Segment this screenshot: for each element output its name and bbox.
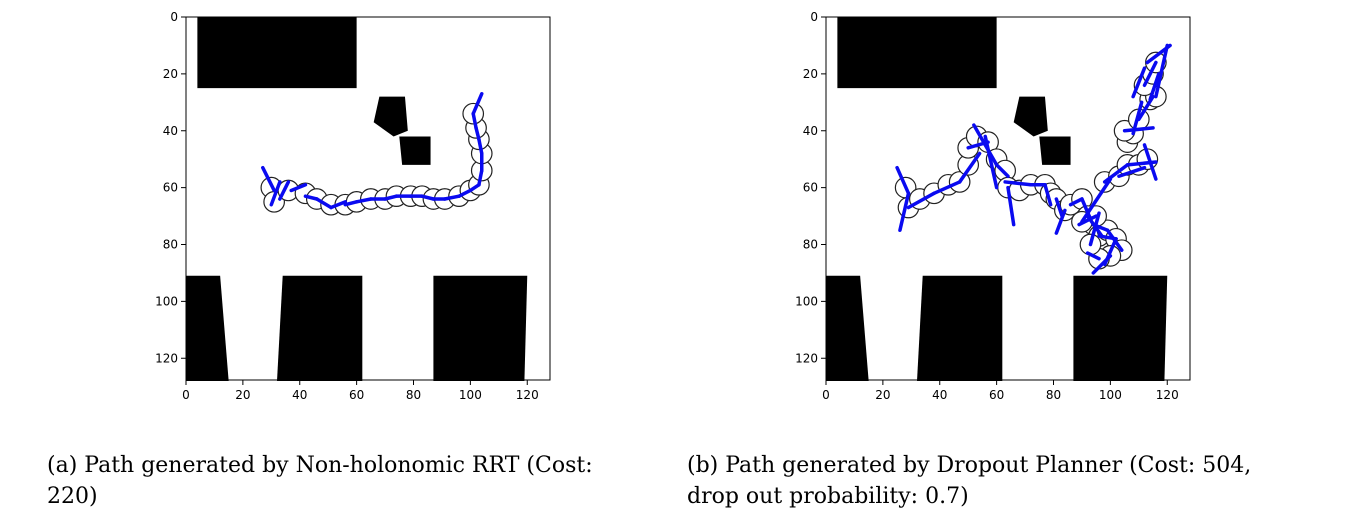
path-segment <box>972 123 999 167</box>
x-tick-label: 0 <box>182 388 190 402</box>
path-segment <box>474 126 481 142</box>
x-tick-label: 120 <box>1156 388 1179 402</box>
y-tick-label: 40 <box>803 124 818 138</box>
path-segment <box>420 194 436 201</box>
path-segment <box>354 197 373 204</box>
axis-ticks-a: 0 20 40 60 80 100 120 0 20 40 60 80 100 120 <box>155 10 539 402</box>
obstacle <box>1073 275 1168 381</box>
path-segment <box>1088 211 1101 247</box>
plot-frame-b <box>825 16 1191 381</box>
obstacle <box>433 275 528 381</box>
y-tick-label: 120 <box>155 351 178 365</box>
path-segment <box>383 194 399 201</box>
caption-b: (b) Path generated by Dropout Planner (C… <box>687 453 1252 509</box>
x-tick-label: 40 <box>292 388 307 402</box>
y-tick-label: 120 <box>795 351 818 365</box>
path-segment <box>1085 251 1101 261</box>
y-tick-label: 40 <box>163 124 178 138</box>
path-segment <box>269 180 282 207</box>
obstacle <box>197 17 357 89</box>
x-tick-label: 60 <box>349 388 364 402</box>
path-segment <box>343 200 359 207</box>
obstacles-a <box>186 17 528 381</box>
obstacle <box>186 275 229 381</box>
obstacles-b <box>826 17 1168 381</box>
path-segment <box>1006 185 1016 227</box>
plot-a: 0 20 40 60 80 100 120 0 20 40 60 80 100 120 <box>155 10 551 402</box>
path-segment <box>315 197 333 210</box>
path-segment <box>1102 163 1130 184</box>
obstacle <box>277 275 363 381</box>
path-segment <box>994 163 1010 178</box>
path-segment <box>457 188 473 198</box>
path-segment <box>1091 254 1113 275</box>
path-segment <box>329 200 347 210</box>
obstacle <box>917 275 1003 381</box>
path-segment <box>1145 43 1172 65</box>
x-tick-label: 100 <box>1099 388 1122 402</box>
obstacle <box>399 136 431 165</box>
x-tick-label: 20 <box>875 388 890 402</box>
x-tick-label: 60 <box>989 388 1004 402</box>
path-segment <box>906 191 936 210</box>
y-tick-label: 100 <box>155 294 178 308</box>
path-segment <box>983 134 999 190</box>
path-segment <box>1080 177 1113 224</box>
obstacle <box>837 17 997 89</box>
path-segment <box>471 111 478 130</box>
x-tick-label: 80 <box>1046 388 1061 402</box>
path-segment <box>1131 100 1144 136</box>
headings-a <box>261 92 484 210</box>
obstacle <box>1013 96 1048 137</box>
y-tick-label: 0 <box>810 10 818 24</box>
y-tick-label: 20 <box>803 67 818 81</box>
x-tick-label: 20 <box>235 388 250 402</box>
path-segment <box>898 191 911 233</box>
y-tick-label: 60 <box>163 181 178 195</box>
path-segment <box>1122 126 1155 133</box>
x-tick-label: 120 <box>516 388 539 402</box>
path-segment <box>1148 72 1161 102</box>
x-tick-label: 40 <box>932 388 947 402</box>
path-segment <box>1142 60 1158 87</box>
path-segment <box>1068 197 1084 207</box>
headings-b <box>895 43 1172 275</box>
path-segment <box>895 165 911 196</box>
path-segment <box>932 180 962 196</box>
y-tick-label: 80 <box>163 238 178 252</box>
path-segment <box>477 168 484 187</box>
y-tick-label: 60 <box>803 181 818 195</box>
path-segment <box>957 151 982 184</box>
y-tick-label: 0 <box>170 10 178 24</box>
path-segment <box>1131 66 1147 99</box>
path-segment <box>1154 43 1169 99</box>
x-tick-label: 100 <box>459 388 482 402</box>
path-segment <box>261 165 276 193</box>
x-tick-label: 80 <box>406 388 421 402</box>
y-tick-label: 80 <box>803 238 818 252</box>
path-segment <box>1054 208 1067 235</box>
path-segment <box>477 137 484 156</box>
path-segment <box>471 92 484 116</box>
obstacle <box>373 96 408 137</box>
path-segment <box>1117 165 1147 178</box>
plot-frame-a <box>185 16 551 381</box>
path-segment <box>278 180 291 201</box>
path-segment <box>289 183 308 193</box>
y-tick-label: 20 <box>163 67 178 81</box>
path-segment <box>1003 180 1033 187</box>
obstacle <box>1039 136 1071 165</box>
axis-ticks-b: 0 20 40 60 80 100 120 0 20 40 60 80 100 120 <box>795 10 1179 402</box>
path-segment <box>1043 183 1053 207</box>
path-segment <box>443 194 461 201</box>
x-tick-label: 0 <box>822 388 830 402</box>
path-segment <box>303 194 319 201</box>
caption-a: (a) Path generated by Non-holonomic RRT … <box>47 453 593 509</box>
obstacle <box>826 275 869 381</box>
y-tick-label: 100 <box>795 294 818 308</box>
plot-b: 0 20 40 60 80 100 120 0 20 40 60 80 100 120 <box>795 10 1191 402</box>
path-segment <box>1142 143 1158 181</box>
path-segment <box>1054 197 1064 218</box>
